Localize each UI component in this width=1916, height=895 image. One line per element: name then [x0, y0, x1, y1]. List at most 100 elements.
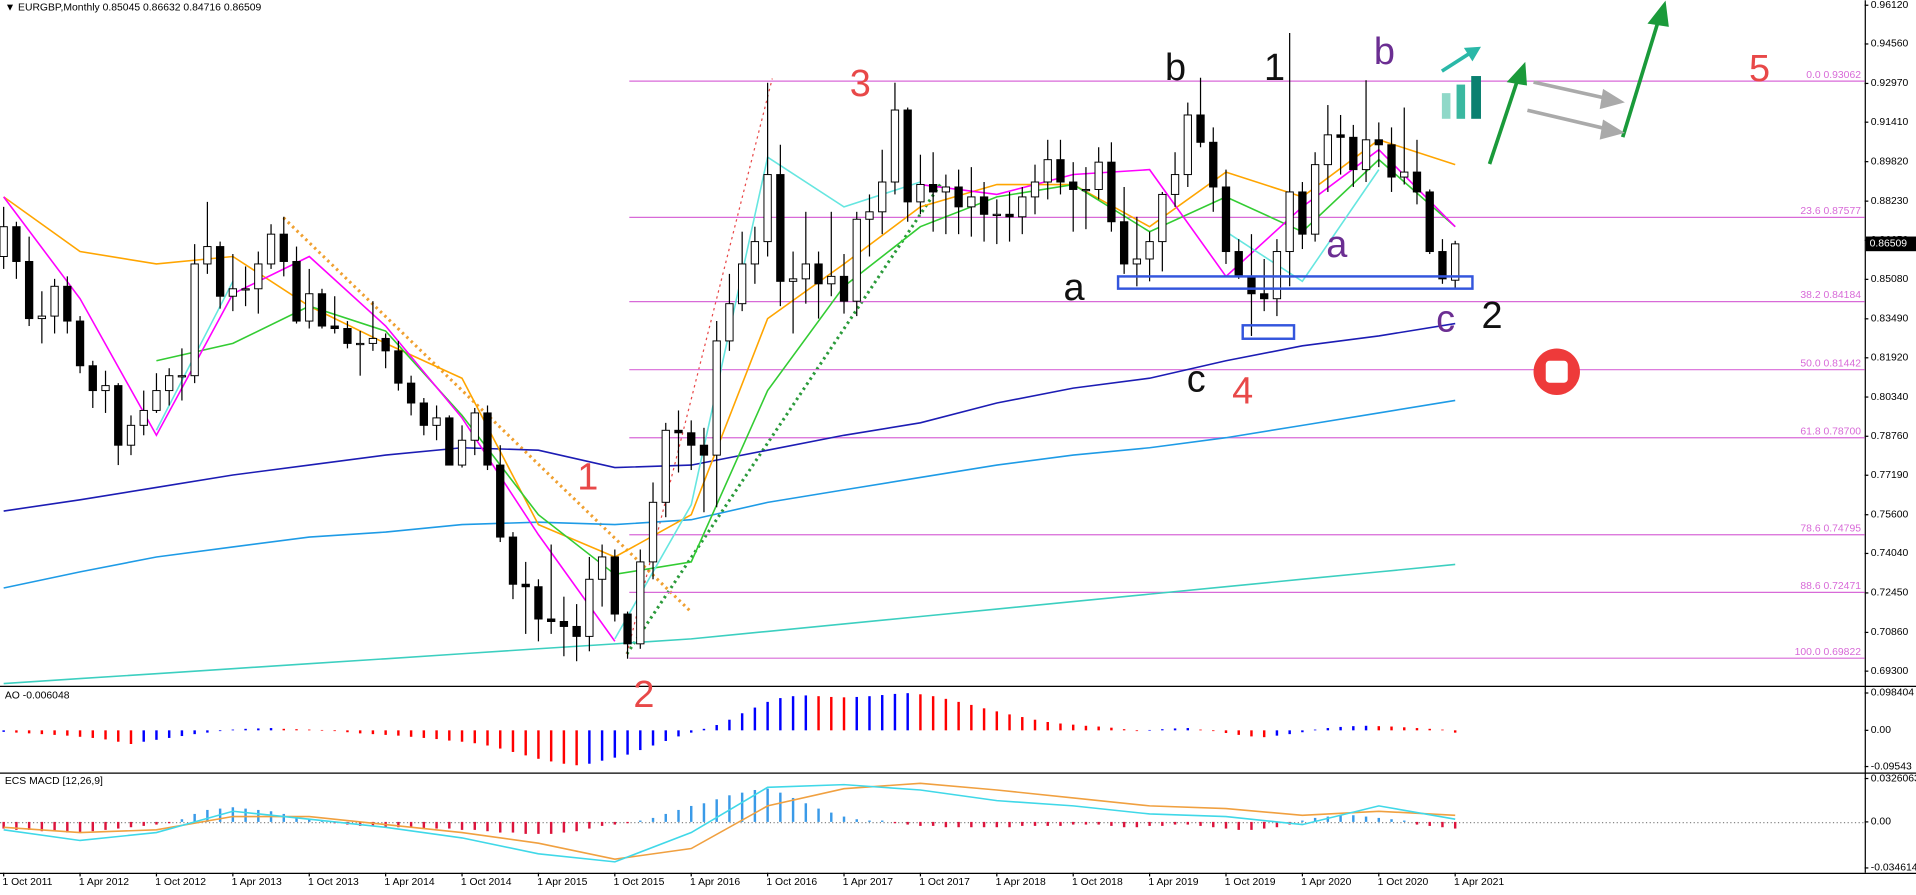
histogram-bar — [155, 730, 158, 740]
histogram-bar — [906, 821, 909, 825]
histogram-bar — [320, 729, 324, 731]
fib-label: 88.6 0.72471 — [1800, 581, 1861, 592]
histogram-bar — [193, 813, 196, 822]
candle-body — [521, 583, 530, 588]
x-tick-label: 1 Oct 2011 — [2, 877, 52, 888]
candle-body — [1400, 171, 1409, 178]
histogram-bar — [66, 821, 69, 833]
histogram-bar — [1377, 726, 1381, 731]
candle-body — [979, 196, 989, 215]
histogram-bar — [206, 809, 209, 822]
histogram-bar — [15, 821, 18, 830]
histogram-bar — [129, 730, 133, 744]
candle-body — [228, 288, 238, 297]
candle-body — [636, 561, 645, 645]
candle-body — [305, 293, 314, 322]
candle-body — [661, 429, 670, 503]
histogram-bar — [384, 730, 387, 735]
candle-body — [470, 412, 479, 441]
histogram-bar — [842, 816, 846, 822]
histogram-bar — [830, 696, 833, 731]
wave-label: b — [1374, 31, 1395, 73]
arrow — [1620, 16, 1662, 138]
candle-body — [24, 260, 34, 320]
candle-body — [190, 263, 199, 377]
histogram-bar — [919, 821, 922, 826]
candle-body — [381, 337, 390, 352]
histogram-bar — [1059, 821, 1062, 826]
histogram-bar — [549, 730, 553, 762]
histogram-bar — [651, 730, 655, 746]
candle-body — [254, 263, 263, 290]
candle-body — [1081, 188, 1091, 192]
histogram-bar — [78, 821, 82, 833]
y-tick-label: 0.94560 — [1871, 39, 1909, 50]
x-tick-label: 1 Oct 2017 — [919, 877, 970, 888]
histogram-bar — [944, 698, 948, 731]
histogram-bar — [167, 730, 171, 738]
histogram-bar — [791, 696, 795, 731]
histogram-bar — [728, 719, 731, 731]
histogram-bar — [1021, 821, 1024, 826]
arrow-head — [1463, 46, 1481, 62]
candle-body — [63, 285, 72, 322]
histogram-bar — [435, 821, 438, 829]
candle-body — [432, 417, 441, 426]
histogram-bar — [117, 730, 120, 742]
y-tick-label: 0.0326063 — [1871, 773, 1916, 784]
histogram-bar — [422, 821, 426, 829]
candle-body — [572, 625, 581, 637]
candle-body — [75, 320, 85, 367]
fib-label: 50.0 0.81442 — [1800, 358, 1861, 369]
candle-body — [165, 375, 174, 392]
arrow-head — [1599, 119, 1625, 140]
histogram-bar — [766, 701, 769, 731]
histogram-bar — [868, 820, 871, 822]
macd-title: ECS MACD [12,26,9] — [5, 776, 103, 787]
histogram-bar — [27, 821, 31, 830]
x-tick-label: 1 Oct 2015 — [614, 877, 665, 888]
histogram-bar — [537, 730, 540, 759]
candle-body — [1183, 114, 1192, 176]
histogram-bar — [499, 821, 502, 833]
histogram-bar — [1199, 821, 1202, 826]
histogram-bar — [1021, 717, 1024, 731]
histogram-bar — [460, 730, 464, 742]
candle-body — [50, 285, 59, 317]
histogram-bar — [269, 728, 273, 731]
histogram-bar — [1033, 719, 1037, 731]
candle-body — [1107, 161, 1116, 223]
y-tick-label: 0.00 — [1871, 725, 1891, 736]
candle-body — [215, 246, 225, 297]
candle-body — [725, 303, 734, 342]
histogram-bar — [639, 820, 642, 822]
histogram-bar — [575, 730, 578, 766]
histogram-bar — [1173, 821, 1177, 825]
candle-body — [839, 275, 849, 302]
open: 0.85045 — [103, 2, 141, 13]
candle-body — [788, 278, 798, 282]
candle-body — [1336, 134, 1345, 138]
arrows — [1440, 0, 1669, 165]
histogram-bar — [970, 704, 973, 731]
candle-body — [547, 618, 556, 622]
histogram-bar — [1275, 821, 1279, 828]
candle-body — [814, 263, 823, 285]
x-tick-label: 1 Apr 2019 — [1148, 877, 1198, 888]
histogram-bar — [715, 725, 718, 731]
x-tick-label: 1 Apr 2017 — [843, 877, 893, 888]
histogram-bar — [779, 698, 782, 731]
candle-body — [738, 263, 747, 305]
candle-body — [1209, 141, 1218, 188]
symbol: EURGBP,Monthly — [18, 2, 100, 13]
candle-body — [1030, 181, 1040, 198]
candle-body — [1094, 161, 1103, 190]
candle-body — [763, 174, 772, 243]
histogram-bar — [422, 730, 426, 738]
histogram-bar — [919, 694, 922, 731]
wave-label: c — [1187, 359, 1206, 401]
histogram-bar — [499, 730, 502, 749]
histogram-bar — [1173, 728, 1177, 731]
histogram-bar — [549, 821, 553, 834]
